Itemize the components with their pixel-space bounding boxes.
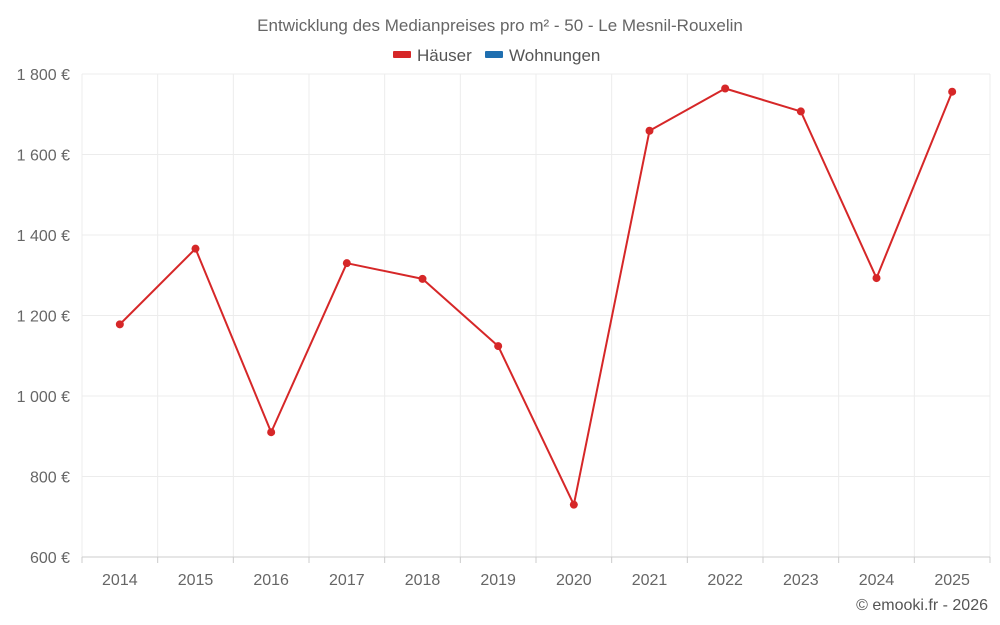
legend-label-haeuser[interactable]: Häuser	[417, 46, 472, 65]
y-tick-label: 1 000 €	[17, 389, 70, 406]
x-tick-label: 2017	[329, 572, 365, 589]
y-tick-label: 800 €	[30, 470, 70, 487]
x-tick-label: 2021	[632, 572, 668, 589]
x-tick-label: 2020	[556, 572, 592, 589]
data-point-2024[interactable]	[872, 274, 881, 283]
x-tick-label: 2018	[405, 572, 441, 589]
data-point-2023[interactable]	[796, 107, 805, 116]
legend-swatch-wohnungen[interactable]	[485, 51, 503, 58]
y-tick-label: 600 €	[30, 550, 70, 567]
data-point-2020[interactable]	[569, 500, 578, 509]
x-tick-label: 2022	[707, 572, 743, 589]
data-point-2021[interactable]	[645, 126, 654, 135]
x-axis: 2014 2015 2016 2017 2018 2019 2020 2021 2022 2023…	[81, 556, 991, 589]
y-tick-label: 1 600 €	[17, 148, 70, 165]
y-axis: 600 € 800 € 1 000 € 1 200 € 1 400 € 1 600 € 1 …	[17, 67, 70, 567]
data-point-2019[interactable]	[494, 342, 503, 351]
x-tick-label: 2023	[783, 572, 819, 589]
legend: Häuser Wohnungen	[393, 46, 600, 65]
series-points	[115, 84, 957, 509]
data-point-2022[interactable]	[721, 84, 730, 93]
x-tick-label: 2016	[253, 572, 289, 589]
x-tick-label: 2014	[102, 572, 138, 589]
data-point-2017[interactable]	[342, 259, 351, 268]
data-point-2015[interactable]	[191, 244, 200, 253]
legend-swatch-haeuser[interactable]	[393, 51, 411, 58]
chart-title: Entwicklung des Medianpreises pro m² - 5…	[257, 16, 743, 35]
x-tick-label: 2024	[859, 572, 895, 589]
y-tick-label: 1 200 €	[17, 309, 70, 326]
data-point-2016[interactable]	[267, 428, 276, 437]
data-point-2018[interactable]	[418, 274, 427, 283]
data-point-2025[interactable]	[948, 87, 957, 96]
x-tick-label: 2015	[178, 572, 214, 589]
series-lines	[119, 87, 954, 506]
x-tick-label: 2025	[934, 572, 970, 589]
x-tick-label: 2019	[480, 572, 516, 589]
series-line-0	[119, 87, 954, 506]
grid	[81, 73, 991, 558]
data-point-2014[interactable]	[115, 320, 124, 329]
credit: © emooki.fr - 2026	[856, 597, 988, 614]
legend-label-wohnungen[interactable]: Wohnungen	[509, 46, 600, 65]
y-tick-label: 1 400 €	[17, 228, 70, 245]
y-tick-label: 1 800 €	[17, 67, 70, 84]
